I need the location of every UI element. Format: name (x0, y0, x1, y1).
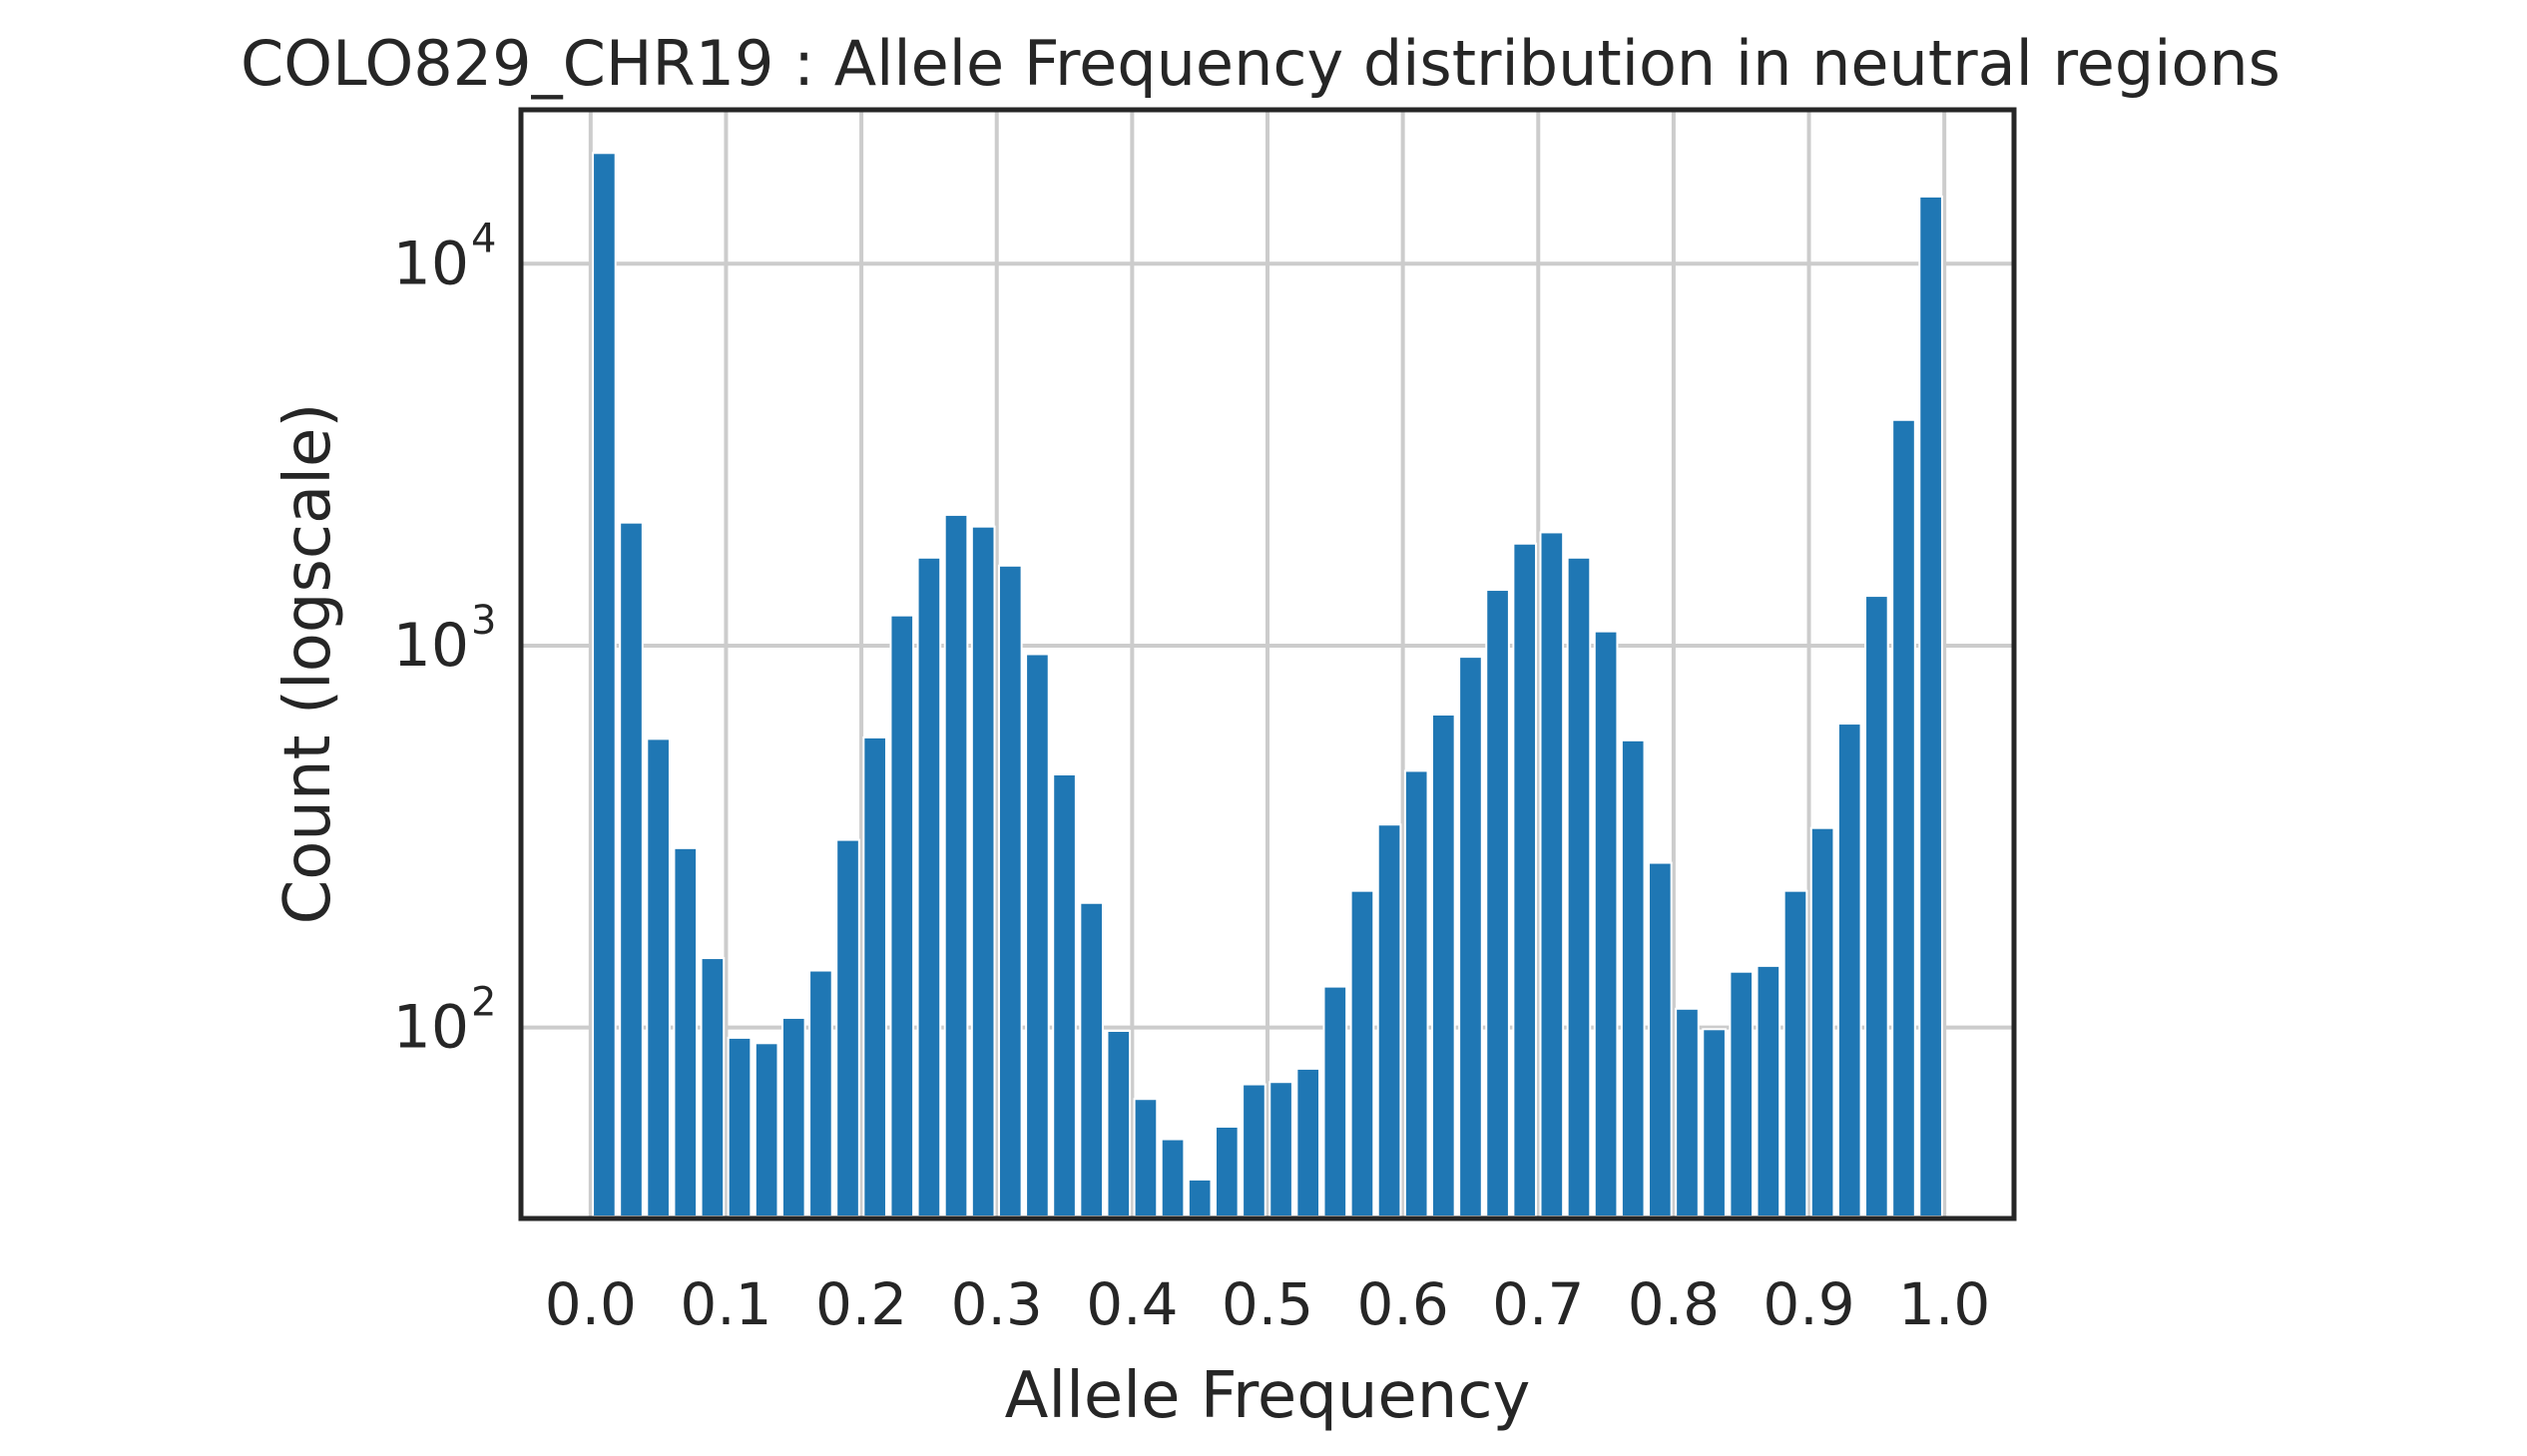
histogram-bar (997, 564, 1023, 1217)
y-tick-exponent: 3 (471, 598, 496, 644)
histogram-bar (1133, 1098, 1159, 1217)
histogram-bar (1403, 769, 1429, 1217)
histogram-bar (970, 525, 996, 1217)
histogram-bar (808, 969, 833, 1218)
histogram-bar (780, 1016, 806, 1217)
x-tick-label: 0.1 (680, 1270, 771, 1338)
y-tick-label: 10 (393, 993, 469, 1063)
histogram-bar (1025, 653, 1050, 1217)
histogram-bar (1675, 1007, 1700, 1217)
x-axis-ticks: 0.0 0.1 0.2 0.3 0.4 0.5 0.6 0.7 0.8 0.9 1.0 (545, 1270, 1991, 1338)
x-tick-label: 0.5 (1222, 1270, 1313, 1338)
histogram-bar (1756, 964, 1781, 1217)
histogram-bar (1079, 901, 1104, 1217)
histogram-bar (1242, 1083, 1266, 1217)
y-tick-label: 10 (393, 611, 469, 681)
histogram-bar (1593, 630, 1619, 1217)
histogram-bar (592, 152, 617, 1218)
histogram-bar (862, 735, 887, 1217)
x-tick-label: 0.6 (1357, 1270, 1449, 1338)
histogram-bar (1891, 418, 1916, 1217)
histogram-bar (1836, 723, 1862, 1217)
plot-frame (518, 107, 2017, 1221)
x-tick-label: 0.2 (815, 1270, 907, 1338)
histogram-bar (943, 513, 969, 1217)
histogram-bar (1809, 826, 1835, 1217)
histogram-bar (1539, 531, 1565, 1217)
histogram-bar (1648, 861, 1673, 1217)
histogram-bar (1349, 889, 1375, 1217)
x-tick-label: 0.0 (545, 1270, 637, 1338)
x-tick-label: 0.9 (1763, 1270, 1854, 1338)
histogram-bar (1214, 1125, 1240, 1218)
histogram-bar (619, 521, 644, 1217)
x-tick-label: 0.3 (951, 1270, 1043, 1338)
histogram-bar (1187, 1178, 1213, 1218)
histogram-bar (700, 957, 726, 1217)
x-tick-label: 0.8 (1628, 1270, 1720, 1338)
histogram-bar (1295, 1067, 1321, 1218)
histogram-bar (835, 838, 860, 1217)
histogram-bar (916, 556, 942, 1217)
grid-lines (523, 112, 2012, 1216)
histogram-bar (1268, 1081, 1293, 1218)
histogram-bar (1566, 556, 1592, 1217)
histogram-bar (754, 1042, 779, 1218)
histogram-bar (1458, 656, 1483, 1217)
histogram-bar (1376, 823, 1402, 1217)
histogram-bar (646, 737, 671, 1217)
histogram-bar (1620, 738, 1646, 1218)
y-axis-label: Count (logscale) (271, 403, 345, 925)
x-tick-label: 0.4 (1086, 1270, 1178, 1338)
histogram-bar (1485, 589, 1510, 1217)
y-tick-exponent: 4 (471, 216, 496, 261)
histogram-bar (1512, 542, 1538, 1217)
histogram-bar (727, 1036, 753, 1217)
x-axis-label: Allele Frequency (1005, 1359, 1531, 1433)
histogram-bar (1322, 985, 1348, 1218)
histogram-bar (673, 846, 699, 1218)
x-tick-label: 1.0 (1898, 1270, 1990, 1338)
chart-title: COLO829_CHR19 : Allele Frequency distrib… (241, 27, 2280, 100)
histogram-bar (1702, 1028, 1727, 1218)
y-tick-exponent: 2 (471, 980, 496, 1026)
histogram-bar (1782, 889, 1808, 1217)
histogram-bar (1729, 970, 1755, 1217)
x-tick-label: 0.7 (1492, 1270, 1584, 1338)
histogram-bar (1160, 1138, 1186, 1217)
histogram-bar (1431, 714, 1456, 1217)
histogram-bar (1864, 595, 1889, 1217)
histogram-bar (1106, 1029, 1132, 1218)
histogram-bar (1918, 195, 1943, 1217)
y-tick-label: 10 (393, 229, 469, 298)
histogram-bar (889, 614, 915, 1217)
histogram-bar (1052, 773, 1077, 1217)
